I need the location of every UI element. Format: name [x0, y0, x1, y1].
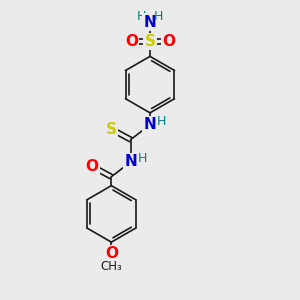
Text: H: H: [157, 115, 167, 128]
Text: O: O: [162, 34, 175, 49]
Text: N: N: [144, 117, 156, 132]
Text: N: N: [144, 15, 156, 30]
Text: O: O: [85, 159, 98, 174]
Text: O: O: [105, 246, 118, 261]
Text: H: H: [136, 10, 146, 23]
Text: S: S: [106, 122, 117, 137]
Text: S: S: [145, 34, 155, 49]
Text: H: H: [138, 152, 147, 165]
Text: O: O: [125, 34, 138, 49]
Text: H: H: [154, 10, 164, 23]
Text: CH₃: CH₃: [100, 260, 122, 273]
Text: N: N: [124, 154, 137, 169]
